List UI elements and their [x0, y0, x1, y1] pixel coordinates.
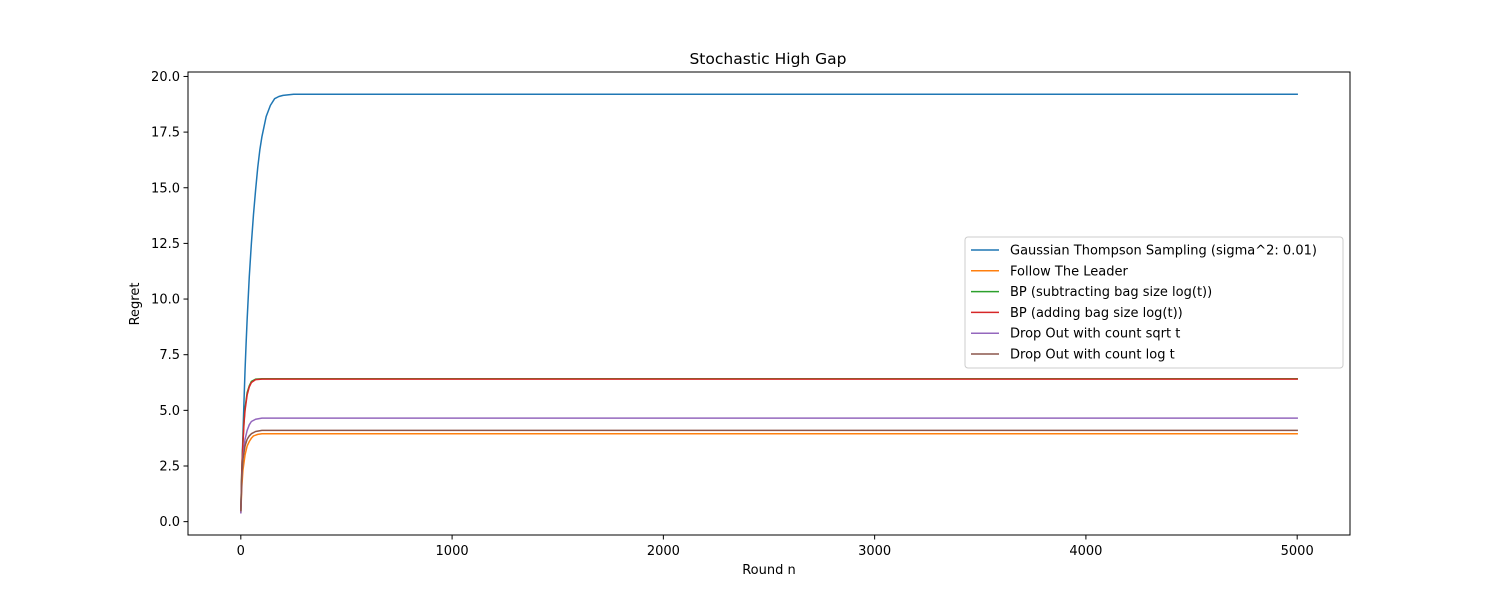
legend-label-6: Drop Out with count log t: [1010, 348, 1175, 363]
legend-label-1: Gaussian Thompson Sampling (sigma^2: 0.0…: [1010, 244, 1317, 259]
y-tick-label: 15.0: [151, 181, 180, 196]
x-axis-title: Round n: [742, 563, 796, 578]
x-axis: 0 1000 2000 3000 4000 5000: [237, 535, 1314, 559]
legend-label-2: Follow The Leader: [1010, 264, 1128, 279]
legend: Gaussian Thompson Sampling (sigma^2: 0.0…: [964, 236, 1344, 369]
legend-box: [964, 236, 1344, 369]
y-tick-label: 5.0: [159, 404, 180, 419]
y-tick-label: 7.5: [159, 348, 180, 363]
y-tick-label: 12.5: [151, 237, 180, 252]
legend-label-5: Drop Out with count sqrt t: [1010, 327, 1180, 342]
x-tick-label: 2000: [647, 544, 680, 559]
chart-title: Stochastic High Gap: [689, 50, 846, 68]
legend-entries: Gaussian Thompson Sampling (sigma^2: 0.0…: [971, 244, 1317, 363]
series-line-4: [240, 378, 1298, 512]
x-tick-label: 0: [237, 544, 245, 559]
plot-lines: [240, 93, 1298, 514]
y-tick-label: 17.5: [151, 126, 180, 141]
plot-frame: [187, 71, 1351, 536]
series-line-1: [240, 93, 1298, 514]
legend-label-4: BP (adding bag size log(t)): [1010, 306, 1183, 321]
y-tick-label: 20.0: [151, 70, 180, 85]
x-tick-label: 4000: [1069, 544, 1102, 559]
series-line-6: [240, 429, 1298, 512]
y-axis-title: Regret: [128, 283, 143, 326]
y-tick-label: 0.0: [159, 515, 180, 530]
y-tick-label: 10.0: [151, 293, 180, 308]
x-tick-label: 3000: [858, 544, 891, 559]
x-tick-label: 1000: [436, 544, 469, 559]
x-tick-label: 5000: [1281, 544, 1314, 559]
y-tick-label: 2.5: [159, 459, 180, 474]
y-axis: 0.0 2.5 5.0 7.5 10.0 12.5 15.0 17.5 20.0: [151, 70, 188, 530]
legend-label-3: BP (subtracting bag size log(t)): [1010, 285, 1212, 300]
